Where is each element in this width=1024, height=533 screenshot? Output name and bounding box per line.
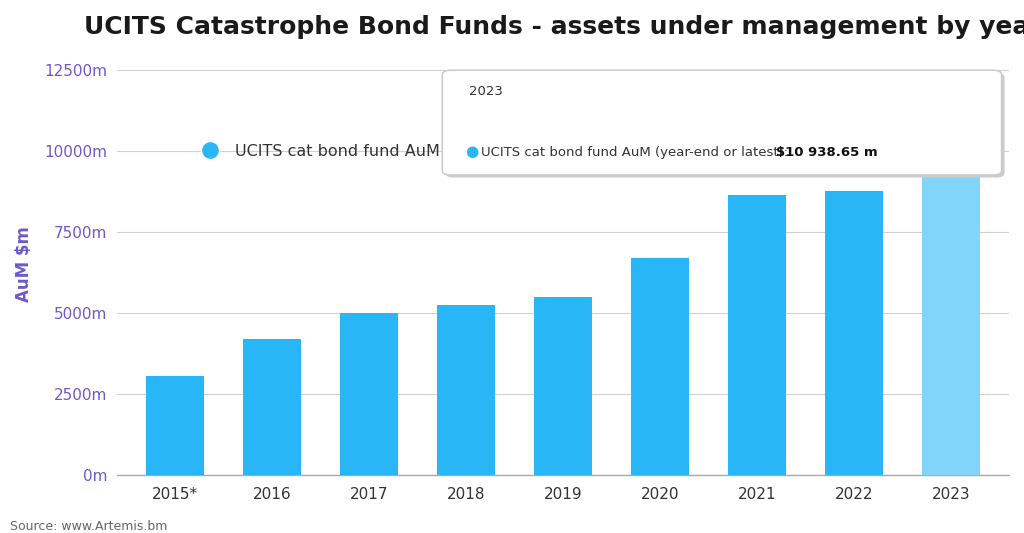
Bar <box>922 120 980 475</box>
Y-axis label: AuM $m: AuM $m <box>15 227 33 302</box>
Bar <box>340 313 398 475</box>
Text: ●: ● <box>465 143 478 159</box>
Text: UCITS cat bond fund AuM (year-end or latest):: UCITS cat bond fund AuM (year-end or lat… <box>481 146 793 159</box>
Text: Source: www.Artemis.bm: Source: www.Artemis.bm <box>10 520 168 533</box>
Bar <box>437 305 495 475</box>
Text: 2023: 2023 <box>469 85 503 98</box>
Bar <box>824 191 883 475</box>
Title: UCITS Catastrophe Bond Funds - assets under management by year: UCITS Catastrophe Bond Funds - assets un… <box>84 15 1024 39</box>
Bar <box>534 297 592 475</box>
Bar <box>146 376 204 475</box>
Bar <box>243 339 301 475</box>
Bar <box>631 258 689 475</box>
Bar <box>728 195 786 475</box>
Legend: UCITS cat bond fund AuM (year-end or latest): UCITS cat bond fund AuM (year-end or lat… <box>187 138 607 165</box>
Text: $10 938.65 m: $10 938.65 m <box>776 146 878 159</box>
